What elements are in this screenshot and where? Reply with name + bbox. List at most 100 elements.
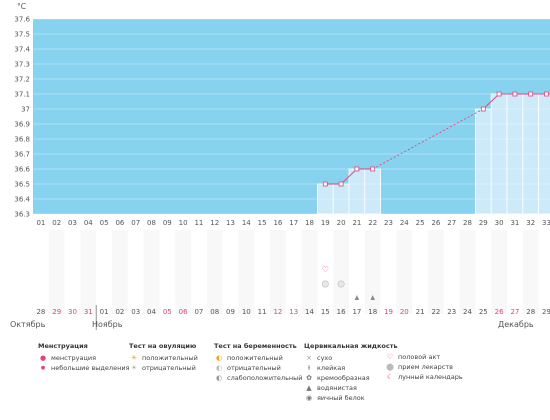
- date-label: 15: [321, 308, 330, 316]
- legend-title: Менструация: [38, 342, 88, 350]
- legend-label: лунный календарь: [398, 373, 463, 381]
- legend-label: положительный: [227, 354, 283, 362]
- date-label: 20: [400, 308, 409, 316]
- legend-label: сухо: [317, 354, 333, 362]
- test-negative-icon: [337, 280, 345, 288]
- cycle-day-label: 13: [226, 219, 235, 227]
- y-tick-label: 37.3: [14, 61, 30, 69]
- temperature-point: [480, 106, 486, 112]
- pill-icon: ⬤: [386, 363, 394, 371]
- date-label: 21: [416, 308, 425, 316]
- date-label: 31: [84, 308, 93, 316]
- marker-column: [333, 230, 349, 314]
- date-label: 07: [194, 308, 203, 316]
- legend-label: отрицательный: [227, 364, 281, 372]
- egg-white-icon: ◉: [305, 394, 313, 402]
- legend-label: отрицательный: [142, 364, 196, 372]
- cycle-day-label: 14: [242, 219, 251, 227]
- month-label-october: Октябрь: [10, 320, 46, 329]
- date-label: 12: [273, 308, 282, 316]
- legend-title: Тест на овуляцию: [129, 342, 197, 350]
- temperature-point: [354, 166, 360, 172]
- marker-column: [143, 230, 160, 314]
- watery-icon: [354, 295, 360, 300]
- temperature-line: [482, 93, 500, 110]
- cycle-day-label: 22: [368, 219, 377, 227]
- cycle-day-label: 20: [337, 219, 346, 227]
- temperature-point: [338, 181, 344, 187]
- marker-column: [112, 230, 128, 314]
- cycle-day-label: 31: [510, 219, 519, 227]
- cycle-day-label: 11: [194, 219, 203, 227]
- legend-item: ◐ слабоположительный: [214, 373, 303, 383]
- month-label-november: Ноябрь: [92, 320, 123, 329]
- marker-column: [270, 230, 286, 314]
- marker-column: [522, 230, 539, 314]
- cycle-day-label: 12: [210, 219, 219, 227]
- sticky-icon: Ɨ: [307, 364, 311, 372]
- cycle-day-label: 17: [289, 219, 298, 227]
- dry-icon: ×: [306, 354, 312, 362]
- temperature-point: [496, 91, 502, 97]
- y-tick-label: 36.4: [14, 196, 30, 204]
- cycle-day-label: 01: [36, 219, 45, 227]
- sun-icon: ☀: [130, 354, 138, 362]
- temperature-point: [370, 166, 376, 172]
- date-label: 29: [52, 308, 61, 316]
- temperature-point: [528, 91, 534, 97]
- marker-column: [396, 230, 413, 314]
- cycle-day-label: 27: [447, 219, 456, 227]
- unit-label: °C: [17, 2, 26, 11]
- legend-label: кремообразная: [317, 374, 370, 382]
- cycle-day-label: 18: [305, 219, 314, 227]
- cycle-day-label: 03: [68, 219, 77, 227]
- creamy-icon: ✿: [306, 374, 312, 382]
- legend-item: ● менструация: [38, 353, 129, 363]
- date-label: 17: [352, 308, 361, 316]
- legend-label: половой акт: [398, 353, 441, 361]
- date-label: 10: [242, 308, 251, 316]
- temperature-bar: [364, 168, 381, 215]
- date-label: 08: [210, 308, 219, 316]
- cycle-day-label: 26: [431, 219, 440, 227]
- cycle-day-label: 04: [84, 219, 93, 227]
- y-tick-label: 36.3: [14, 211, 30, 219]
- date-label: 02: [115, 308, 124, 316]
- plot-background: [33, 19, 550, 214]
- legend-label: положительный: [142, 354, 198, 362]
- temperature-line: [340, 168, 358, 185]
- legend-item: ☾ лунный календарь: [385, 372, 463, 382]
- temperature-point: [512, 91, 518, 97]
- heart-icon: ♡: [322, 265, 329, 274]
- month-label-december: Декабрь: [498, 320, 534, 329]
- y-tick-label: 36.9: [14, 121, 30, 129]
- legend-menstruation: Менструация ● менструация ● небольшие выде…: [38, 342, 129, 373]
- legend-item: × сухо: [304, 353, 398, 363]
- cycle-day-label: 30: [495, 219, 504, 227]
- legend-item: ● небольшие выделения: [38, 363, 130, 373]
- legend-item: ▲ водянистая: [304, 383, 398, 393]
- test-negative-icon: [321, 280, 329, 288]
- y-tick-label: 37.4: [14, 46, 30, 54]
- date-label: 06: [179, 308, 188, 316]
- marker-column: [364, 230, 381, 314]
- legend-item: ☀ положительный: [129, 353, 198, 363]
- legend-label: клейкая: [317, 364, 346, 372]
- marker-column: [491, 230, 507, 314]
- y-tick-label: 37.5: [14, 31, 30, 39]
- date-label: 05: [163, 308, 172, 316]
- legend-item: ◐ положительный: [214, 353, 303, 363]
- y-tick-label: 36.8: [14, 136, 30, 144]
- y-tick-label: 37.6: [14, 16, 30, 24]
- marker-column: [459, 230, 476, 314]
- date-label: 03: [131, 308, 140, 316]
- cycle-day-label: 24: [400, 219, 409, 227]
- legend-title: Тест на беременность: [214, 342, 297, 350]
- y-tick-label: 36.5: [14, 181, 30, 189]
- marker-column: [206, 230, 223, 314]
- marker-column: [301, 230, 318, 314]
- legend-item: ◐ отрицательный: [214, 363, 303, 373]
- cycle-day-label: 09: [163, 219, 172, 227]
- date-label: 19: [384, 308, 393, 316]
- date-label: 30: [68, 308, 77, 316]
